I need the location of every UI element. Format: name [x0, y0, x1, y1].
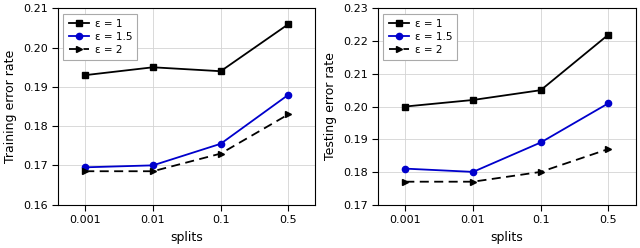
- X-axis label: splits: splits: [170, 231, 204, 244]
- X-axis label: splits: splits: [490, 231, 524, 244]
- Y-axis label: Testing error rate: Testing error rate: [324, 53, 337, 160]
- ε = 2: [401, 180, 409, 183]
- ε = 1.5: [149, 164, 157, 167]
- ε = 1: [285, 23, 292, 26]
- Legend: ε = 1, ε = 1.5, ε = 2: ε = 1, ε = 1.5, ε = 2: [383, 14, 458, 60]
- ε = 1: [469, 98, 477, 101]
- ε = 2: [469, 180, 477, 183]
- ε = 1.5: [605, 102, 612, 105]
- ε = 1: [217, 70, 225, 73]
- ε = 1.5: [285, 93, 292, 96]
- ε = 1: [605, 33, 612, 36]
- Line: ε = 2: ε = 2: [402, 146, 612, 185]
- Y-axis label: Training error rate: Training error rate: [4, 50, 17, 163]
- ε = 1: [537, 89, 545, 92]
- Line: ε = 2: ε = 2: [82, 111, 292, 174]
- Line: ε = 1: ε = 1: [402, 31, 612, 110]
- ε = 1: [149, 66, 157, 69]
- ε = 1: [81, 74, 89, 77]
- ε = 2: [285, 113, 292, 116]
- ε = 1.5: [401, 167, 409, 170]
- ε = 2: [81, 170, 89, 173]
- Line: ε = 1: ε = 1: [82, 21, 292, 78]
- Line: ε = 1.5: ε = 1.5: [402, 100, 612, 175]
- ε = 2: [605, 148, 612, 151]
- ε = 2: [217, 152, 225, 155]
- ε = 1: [401, 105, 409, 108]
- Line: ε = 1.5: ε = 1.5: [82, 92, 292, 170]
- ε = 1.5: [537, 141, 545, 144]
- ε = 2: [537, 170, 545, 173]
- ε = 1.5: [217, 142, 225, 145]
- ε = 2: [149, 170, 157, 173]
- ε = 1.5: [81, 166, 89, 169]
- ε = 1.5: [469, 170, 477, 173]
- Legend: ε = 1, ε = 1.5, ε = 2: ε = 1, ε = 1.5, ε = 2: [63, 14, 138, 60]
